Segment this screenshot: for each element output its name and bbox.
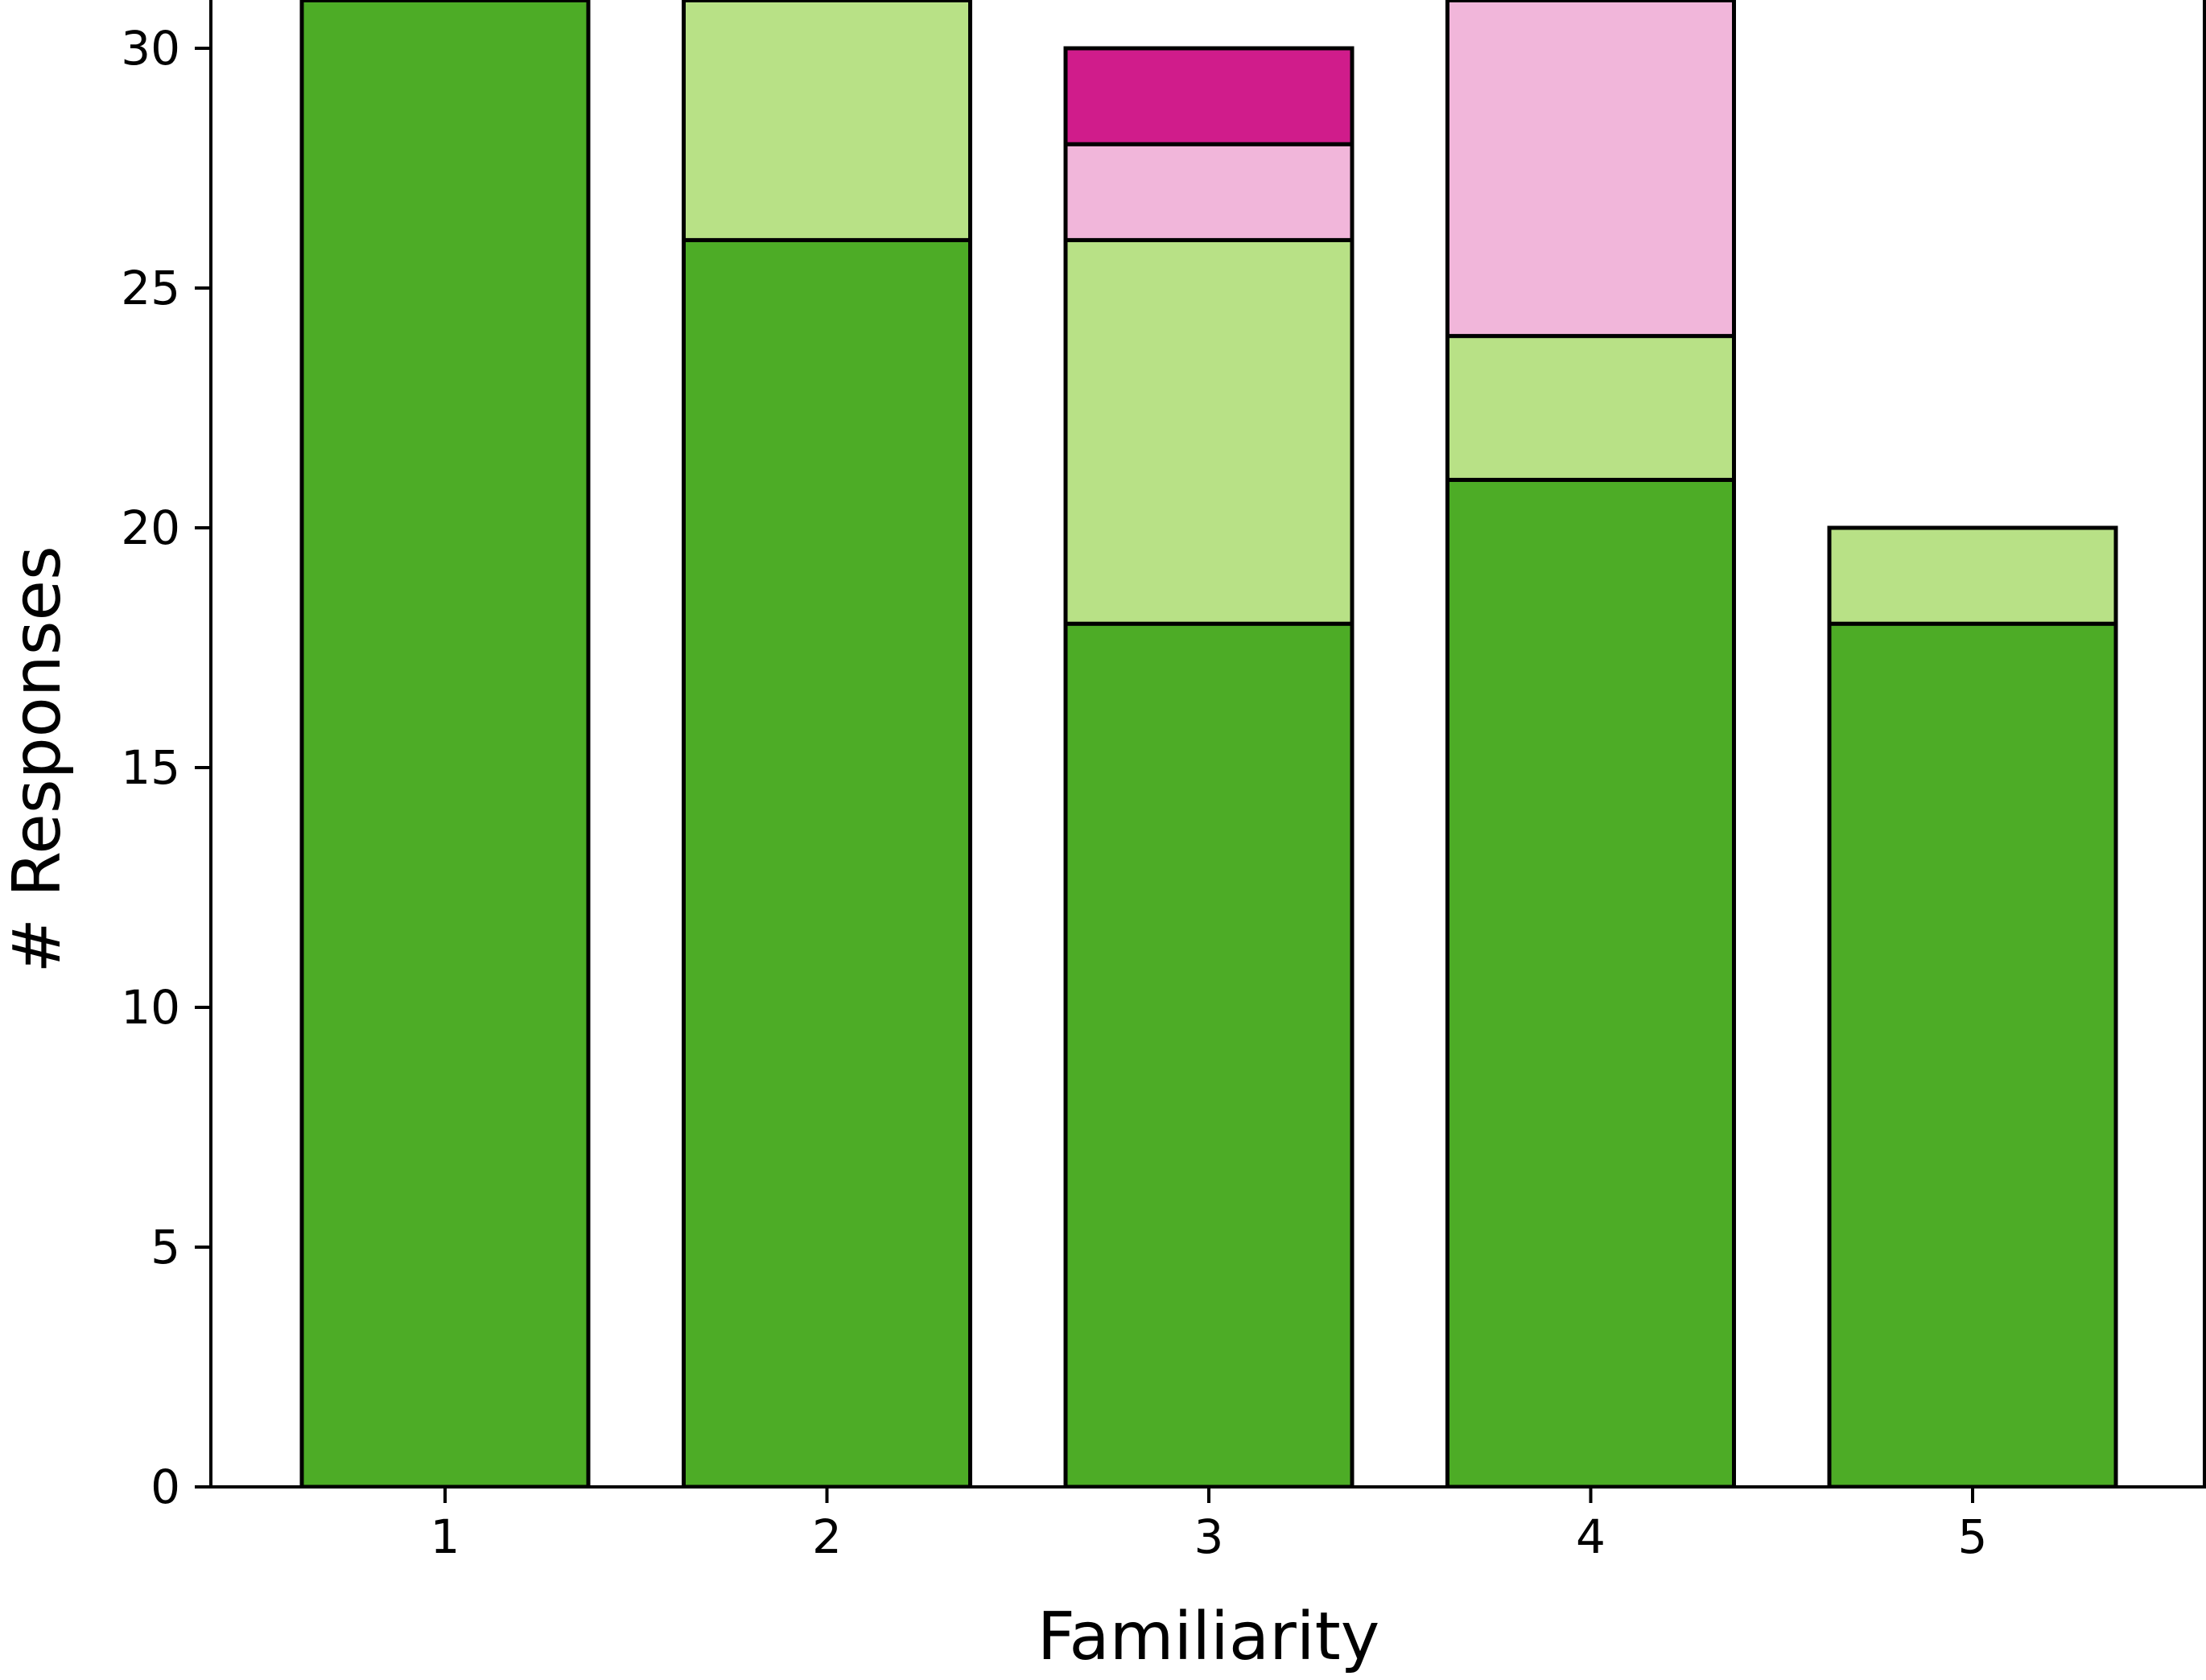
bar-segment-2-1 bbox=[682, 237, 972, 1487]
x-tick-label: 4 bbox=[1576, 1509, 1606, 1564]
y-tick-label: 10 bbox=[121, 980, 180, 1035]
x-tick-label: 5 bbox=[1958, 1509, 1988, 1564]
x-axis-title: Familiarity bbox=[1037, 1599, 1380, 1675]
y-tick-label: 20 bbox=[121, 500, 180, 555]
bar-segment-5-2 bbox=[1827, 525, 2118, 626]
x-tick-label: 3 bbox=[1194, 1509, 1224, 1564]
y-tick-label: 0 bbox=[151, 1460, 180, 1514]
y-tick-label: 25 bbox=[121, 261, 180, 315]
bar-segment-1-1 bbox=[299, 0, 591, 1487]
bar-segment-2-2 bbox=[682, 0, 972, 242]
y-tick-label: 5 bbox=[151, 1220, 180, 1274]
x-tick-label: 1 bbox=[431, 1509, 460, 1564]
bar-segment-3-3 bbox=[1063, 142, 1355, 242]
bar-segment-4-2 bbox=[1445, 334, 1736, 482]
x-tick-label: 2 bbox=[812, 1509, 842, 1564]
y-tick-label: 30 bbox=[121, 21, 180, 76]
bar-segment-4-3 bbox=[1445, 0, 1736, 339]
axes-group: 0 5 10 15 20 25 30 1 2 3 4 5 bbox=[121, 0, 2206, 1564]
bar-segment-4-1 bbox=[1445, 477, 1736, 1487]
bars-group bbox=[299, 0, 2118, 1487]
bar-segment-5-1 bbox=[1827, 621, 2118, 1487]
bar-segment-3-4 bbox=[1063, 46, 1355, 146]
y-axis-title: # Responses bbox=[0, 546, 76, 973]
bar-segment-3-1 bbox=[1063, 621, 1355, 1487]
bar-segment-3-2 bbox=[1063, 237, 1355, 626]
y-tick-label: 15 bbox=[121, 740, 180, 795]
